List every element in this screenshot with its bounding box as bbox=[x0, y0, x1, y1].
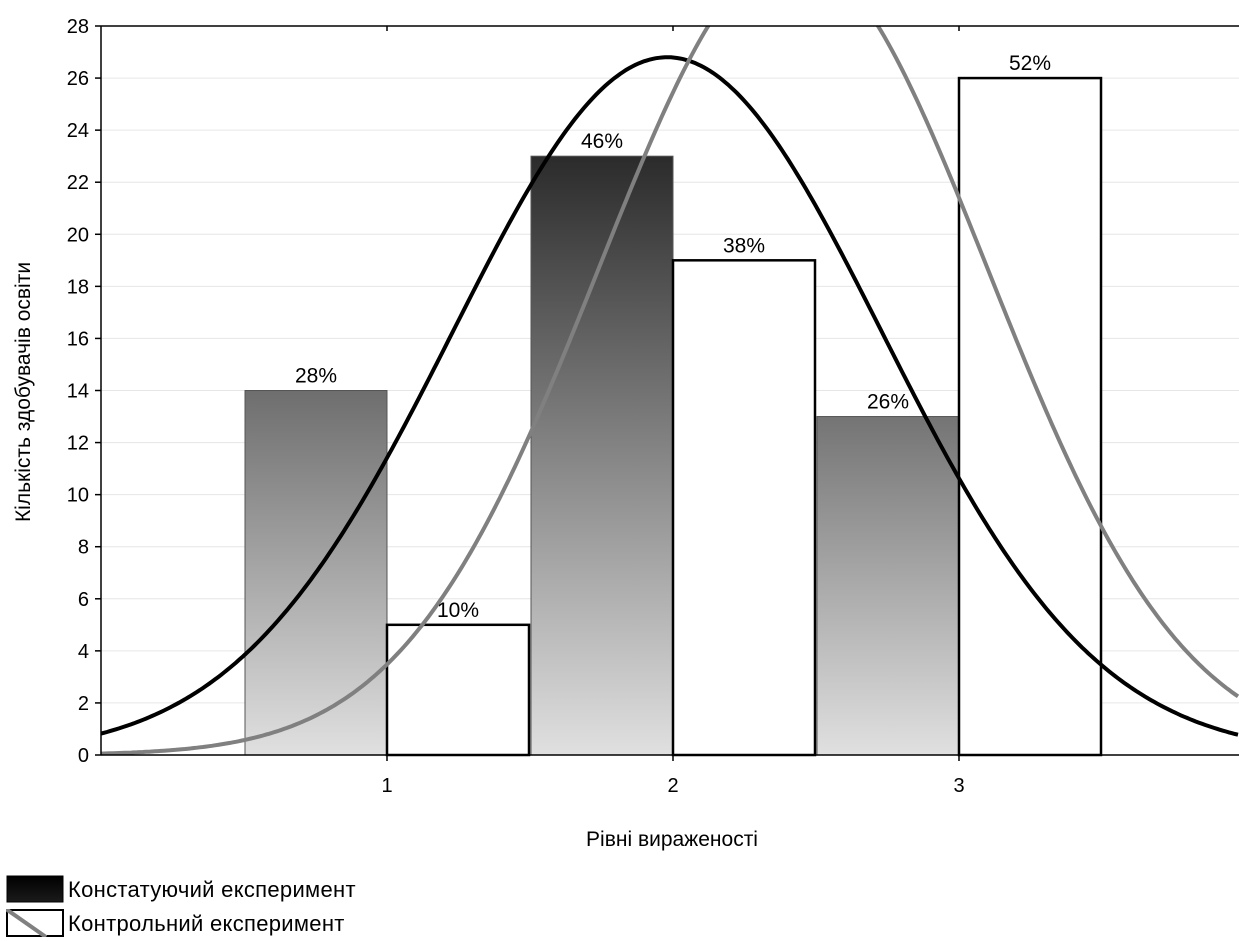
bar-constatuючий-2 bbox=[530, 155, 674, 756]
y-tick-label: 16 bbox=[67, 328, 89, 350]
chart: 28%10%46%38%26%52% 024681012141618202224… bbox=[12, 16, 1239, 851]
y-tick-label: 0 bbox=[78, 745, 89, 767]
legend: Констатуючий експеримент Контрольний екс… bbox=[6, 873, 356, 941]
bar-kontrolnyi-2 bbox=[671, 259, 817, 757]
x-axis-title: Рівні вираженості bbox=[586, 828, 758, 851]
x-tick-label: 3 bbox=[953, 775, 964, 797]
data-label: 52% bbox=[1009, 52, 1051, 75]
legend-swatch-white bbox=[6, 909, 64, 937]
y-tick-label: 18 bbox=[67, 276, 89, 298]
legend-swatch-dark bbox=[6, 875, 64, 903]
normal-curve-kontrolnyi bbox=[101, 26, 1239, 756]
y-tick-label: 26 bbox=[67, 68, 89, 90]
y-tick-label: 6 bbox=[78, 589, 89, 611]
data-label: 26% bbox=[867, 391, 909, 414]
bar-kontrolnyi-1 bbox=[385, 623, 531, 757]
y-tick-label: 8 bbox=[78, 537, 89, 559]
y-axis-title: Кількість здобувачів освіти bbox=[12, 262, 35, 522]
data-label: 28% bbox=[295, 365, 337, 388]
x-tick-label: 1 bbox=[381, 775, 392, 797]
bar-constatuючий-3 bbox=[816, 416, 960, 756]
y-tick-label: 4 bbox=[78, 641, 89, 663]
data-label: 10% bbox=[437, 599, 479, 622]
y-tick-label: 22 bbox=[67, 172, 89, 194]
data-labels: 28% 10% 46% 38% 26% 52% bbox=[295, 52, 1051, 622]
y-tick-label: 24 bbox=[67, 120, 89, 142]
x-tick-label: 2 bbox=[667, 775, 678, 797]
y-tick-label: 12 bbox=[67, 433, 89, 455]
legend-item-constatuючий: Констатуючий експеримент bbox=[6, 873, 356, 907]
legend-label: Контрольний експеримент bbox=[68, 911, 345, 936]
axes bbox=[95, 25, 1239, 761]
normal-curve-constatuючий bbox=[101, 55, 1239, 737]
y-tick-label: 14 bbox=[67, 381, 89, 403]
y-tick-label: 10 bbox=[67, 485, 89, 507]
normal-curves bbox=[101, 26, 1239, 756]
y-tick-label: 20 bbox=[67, 224, 89, 246]
data-label: 38% bbox=[723, 234, 765, 257]
y-tick-label: 2 bbox=[78, 693, 89, 715]
legend-label: Констатуючий експеримент bbox=[68, 877, 356, 902]
bars bbox=[244, 76, 1103, 757]
bar-kontrolnyi-3 bbox=[957, 76, 1103, 757]
legend-item-kontrolnyi: Контрольний експеримент bbox=[6, 907, 356, 941]
y-tick-label: 28 bbox=[67, 16, 89, 38]
data-label: 46% bbox=[581, 130, 623, 153]
